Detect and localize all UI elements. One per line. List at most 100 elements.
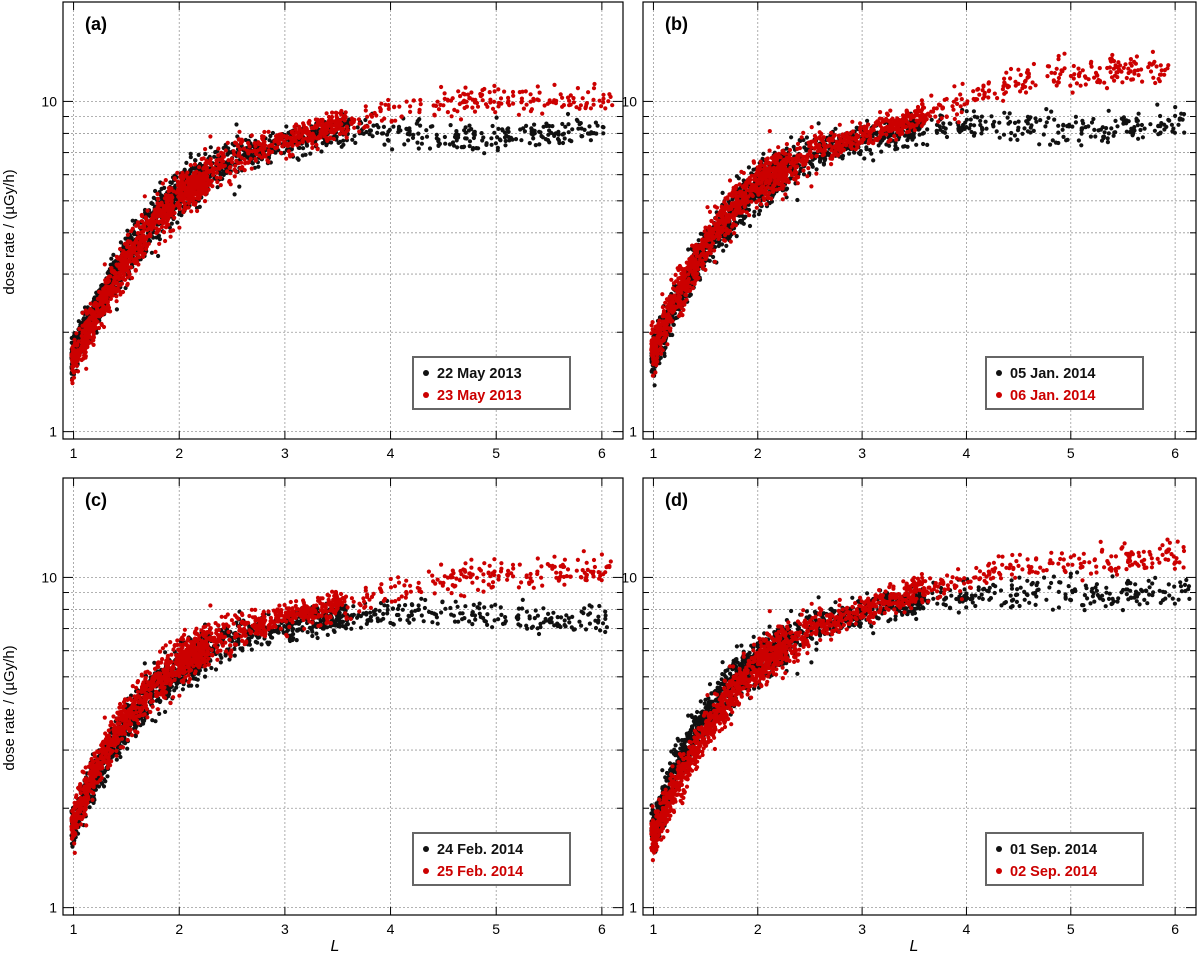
data-point <box>983 119 988 124</box>
data-point <box>959 110 964 115</box>
data-point <box>978 122 983 128</box>
data-point <box>456 89 461 94</box>
data-point <box>1012 133 1018 138</box>
data-point <box>114 262 119 267</box>
data-point <box>342 116 347 121</box>
data-point <box>139 225 145 230</box>
y-axis-label-bottom: dose rate / (µGy/h) <box>1 645 18 770</box>
data-point <box>603 106 608 111</box>
data-point <box>948 121 953 126</box>
data-point <box>206 160 212 165</box>
data-point <box>169 180 174 185</box>
data-point <box>876 143 881 148</box>
x-tick-label: 2 <box>175 445 183 461</box>
data-point <box>577 122 582 127</box>
data-point <box>212 154 217 159</box>
data-point <box>463 130 468 135</box>
data-point <box>483 102 489 107</box>
data-point <box>1034 119 1039 124</box>
data-point <box>1140 135 1145 140</box>
data-point <box>128 265 133 270</box>
data-point <box>920 131 925 136</box>
data-point <box>997 135 1002 140</box>
data-point <box>231 149 236 154</box>
data-point <box>469 90 474 95</box>
data-point <box>203 151 208 157</box>
data-point <box>153 188 158 194</box>
data-point <box>1140 79 1145 84</box>
data-point <box>284 156 289 161</box>
data-point <box>159 195 164 200</box>
data-point <box>600 124 605 130</box>
legend-label: 23 May 2013 <box>437 388 522 404</box>
data-point <box>510 89 516 95</box>
data-point <box>711 254 716 260</box>
data-point <box>106 305 112 310</box>
data-point <box>135 220 141 225</box>
data-point <box>593 120 599 125</box>
data-point <box>324 136 329 141</box>
data-point <box>246 160 251 165</box>
data-point <box>470 147 475 152</box>
data-point <box>1177 116 1182 121</box>
data-point <box>386 103 391 108</box>
data-point <box>276 141 281 146</box>
data-point <box>984 126 989 131</box>
data-point <box>410 135 416 140</box>
data-point <box>1148 122 1153 127</box>
data-point <box>87 327 92 332</box>
data-point <box>1009 130 1014 136</box>
data-point <box>575 86 581 91</box>
data-point <box>142 194 147 199</box>
data-point <box>752 209 757 214</box>
data-point <box>168 234 173 239</box>
data-point <box>99 290 104 295</box>
data-point <box>386 138 391 143</box>
data-point <box>550 124 555 129</box>
data-point <box>1136 136 1141 141</box>
data-point <box>565 111 571 117</box>
data-point <box>90 314 95 319</box>
data-point <box>1176 122 1181 127</box>
data-point <box>451 143 457 148</box>
data-point <box>134 236 139 241</box>
data-point <box>968 117 973 122</box>
data-point <box>531 136 536 141</box>
data-point <box>467 139 473 144</box>
data-point <box>519 99 525 104</box>
data-point <box>479 131 484 136</box>
data-point <box>1165 66 1170 71</box>
data-point <box>1124 129 1129 134</box>
data-point <box>523 89 528 94</box>
data-point <box>100 294 105 299</box>
data-point <box>784 187 789 192</box>
data-point <box>246 140 251 146</box>
data-point <box>461 91 466 96</box>
data-point <box>817 159 823 164</box>
y-axis-label-top-text: dose rate / (µGy/h) <box>1 169 18 294</box>
data-point <box>154 226 159 231</box>
data-point <box>528 92 533 97</box>
x-tick-label: 4 <box>387 445 395 461</box>
data-point <box>163 225 168 230</box>
data-point <box>127 251 132 256</box>
data-point <box>176 180 181 185</box>
data-point <box>175 203 180 208</box>
data-point <box>1134 116 1139 121</box>
data-point <box>1121 65 1126 70</box>
data-point <box>237 129 242 134</box>
data-point <box>157 237 162 242</box>
data-point <box>808 161 813 166</box>
data-point <box>492 83 497 88</box>
data-point <box>169 186 174 191</box>
data-point <box>471 131 476 137</box>
data-point <box>174 190 179 195</box>
data-point <box>367 120 372 125</box>
data-point <box>169 202 174 207</box>
data-point <box>376 125 381 130</box>
data-point <box>865 118 870 123</box>
data-point <box>266 148 271 153</box>
data-point <box>1020 131 1025 136</box>
data-point <box>578 103 584 108</box>
data-point <box>493 141 498 146</box>
